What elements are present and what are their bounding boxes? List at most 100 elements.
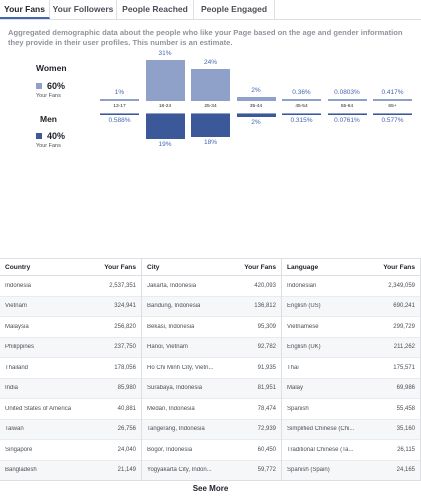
age-label-55-64: 55-64 xyxy=(340,104,354,109)
women-swatch-icon xyxy=(36,83,42,89)
row-value: 35,160 xyxy=(396,426,415,433)
table-row: Philippines 237,750 xyxy=(0,337,141,358)
men-bar-18-24 xyxy=(145,114,185,139)
row-label: Bangladesh xyxy=(5,467,37,474)
tab-people-engaged[interactable]: People Engaged xyxy=(194,0,275,19)
women-pct-65+: 0.417% xyxy=(381,89,404,96)
row-value: 26,756 xyxy=(117,426,136,433)
table-row: Malay 69,986 xyxy=(282,378,420,399)
men-bar-65+ xyxy=(373,114,412,115)
column-header: Country xyxy=(5,263,31,271)
row-value: 256,820 xyxy=(114,323,136,330)
row-label: Bogor, Indonesia xyxy=(147,446,193,453)
row-value: 95,309 xyxy=(257,323,276,330)
tab-your-followers[interactable]: Your Followers xyxy=(50,0,117,19)
table-row: English (UK) 211,262 xyxy=(282,337,420,358)
row-value: 136,812 xyxy=(254,303,276,310)
row-label: Traditional Chinese (Ta... xyxy=(287,446,354,453)
men-pct-35-44: 2% xyxy=(251,118,261,126)
row-label: India xyxy=(5,385,19,392)
men-bar-45-54 xyxy=(282,114,321,115)
row-label: Singapore xyxy=(5,446,33,453)
see-more-button[interactable]: See More xyxy=(192,484,229,493)
row-value: 175,571 xyxy=(393,364,415,371)
axis-line-bottom xyxy=(236,113,276,114)
axis-line-top xyxy=(373,100,412,101)
row-value: 237,750 xyxy=(114,344,136,351)
table-row: Bangladesh 21,149 xyxy=(0,460,141,481)
row-value: 324,941 xyxy=(114,303,136,310)
tab-your-fans[interactable]: Your Fans xyxy=(0,0,50,19)
table-header: Language Your Fans xyxy=(282,259,420,276)
table-row: Vietnamese 299,729 xyxy=(282,317,420,338)
table-header: City Your Fans xyxy=(142,259,281,276)
table-row: Thailand 178,056 xyxy=(0,358,141,379)
row-value: 420,093 xyxy=(254,282,276,289)
age-label-45-54: 45-54 xyxy=(295,104,308,109)
age-label-25-34: 25-34 xyxy=(204,104,217,109)
row-value: 59,772 xyxy=(257,467,276,474)
age-label-65+: 65+ xyxy=(388,104,397,109)
row-label: Simplified Chinese (Chi... xyxy=(287,426,355,433)
men-bar-35-44 xyxy=(236,114,276,117)
description-text: Aggregated demographic data about the pe… xyxy=(8,28,403,47)
table-row: Jakarta, Indonesia 420,093 xyxy=(142,276,281,297)
age-label-13-17: 13-17 xyxy=(113,104,126,109)
row-label: Bekasi, Indonesia xyxy=(147,323,195,330)
men-percent: 40% xyxy=(47,131,66,141)
city-table: City Your Fans Jakarta, Indonesia 420,093 Ba… xyxy=(142,259,282,481)
age-label-35-44: 35-44 xyxy=(249,104,263,109)
row-label: Thailand xyxy=(5,364,29,371)
women-bar-65+ xyxy=(373,99,412,100)
women-sublabel: Your Fans xyxy=(36,93,61,99)
row-value: 55,458 xyxy=(396,405,415,412)
row-value: 21,149 xyxy=(117,467,136,474)
axis-line-bottom xyxy=(327,113,367,114)
table-row: Indonesia 2,537,351 xyxy=(0,276,141,297)
table-row: Yogyakarta City, Indon... 59,772 xyxy=(142,460,281,481)
women-pct-25-34: 24% xyxy=(203,59,217,67)
axis-line-top xyxy=(100,100,139,101)
row-label: Bandung, Indonesia xyxy=(147,303,201,310)
table-row: Simplified Chinese (Chi... 35,160 xyxy=(282,419,420,440)
table-row: Surabaya, Indonesia 81,951 xyxy=(142,378,281,399)
row-label: Vietnam xyxy=(5,303,27,310)
table-row: Ho Chi Minh City, Vietn... 91,935 xyxy=(142,358,281,379)
age-gender-chart: 1% 13-17 0.588% 31% 18-24 19% 24% 25-34 18% 2% 35-… xyxy=(100,50,420,158)
row-value: 40,881 xyxy=(117,405,136,412)
row-label: Ho Chi Minh City, Vietn... xyxy=(147,364,214,371)
row-value: 24,165 xyxy=(396,467,415,474)
row-label: Taiwan xyxy=(5,426,24,433)
table-row: Taiwan 26,756 xyxy=(0,419,141,440)
men-bar-13-17 xyxy=(100,114,139,115)
women-bar-45-54 xyxy=(282,99,321,100)
men-pct-25-34: 18% xyxy=(203,139,217,147)
row-label: Thai xyxy=(287,364,299,371)
column-header: Your Fans xyxy=(383,263,415,271)
column-header: Language xyxy=(287,263,319,271)
table-row: Hanoi, Vietnam 92,782 xyxy=(142,337,281,358)
table-row: Thai 175,571 xyxy=(282,358,420,379)
tab-people-reached[interactable]: People Reached xyxy=(117,0,194,19)
row-value: 72,939 xyxy=(257,426,276,433)
column-header: Your Fans xyxy=(244,263,276,271)
column-header: City xyxy=(147,263,160,271)
row-value: 92,782 xyxy=(257,344,276,351)
axis-line-bottom xyxy=(282,113,321,114)
row-label: Medan, Indonesia xyxy=(147,405,195,412)
table-row: Spanish (Spain) 24,165 xyxy=(282,460,420,481)
axis-line-bottom xyxy=(145,113,185,114)
row-value: 81,951 xyxy=(257,385,276,392)
row-label: Indonesian xyxy=(287,282,317,289)
row-label: Spanish xyxy=(287,405,309,412)
row-value: 690,241 xyxy=(393,303,415,310)
language-table: Language Your Fans Indonesian 2,349,059 Engl… xyxy=(282,259,421,481)
row-value: 69,986 xyxy=(396,385,415,392)
women-bar-18-24 xyxy=(145,60,185,100)
men-bar-55-64 xyxy=(327,114,367,115)
axis-line-bottom xyxy=(373,113,412,114)
row-label: Jakarta, Indonesia xyxy=(147,282,197,289)
row-label: Malaysia xyxy=(5,323,29,330)
row-value: 2,349,059 xyxy=(388,282,415,289)
row-label: English (US) xyxy=(287,303,321,310)
